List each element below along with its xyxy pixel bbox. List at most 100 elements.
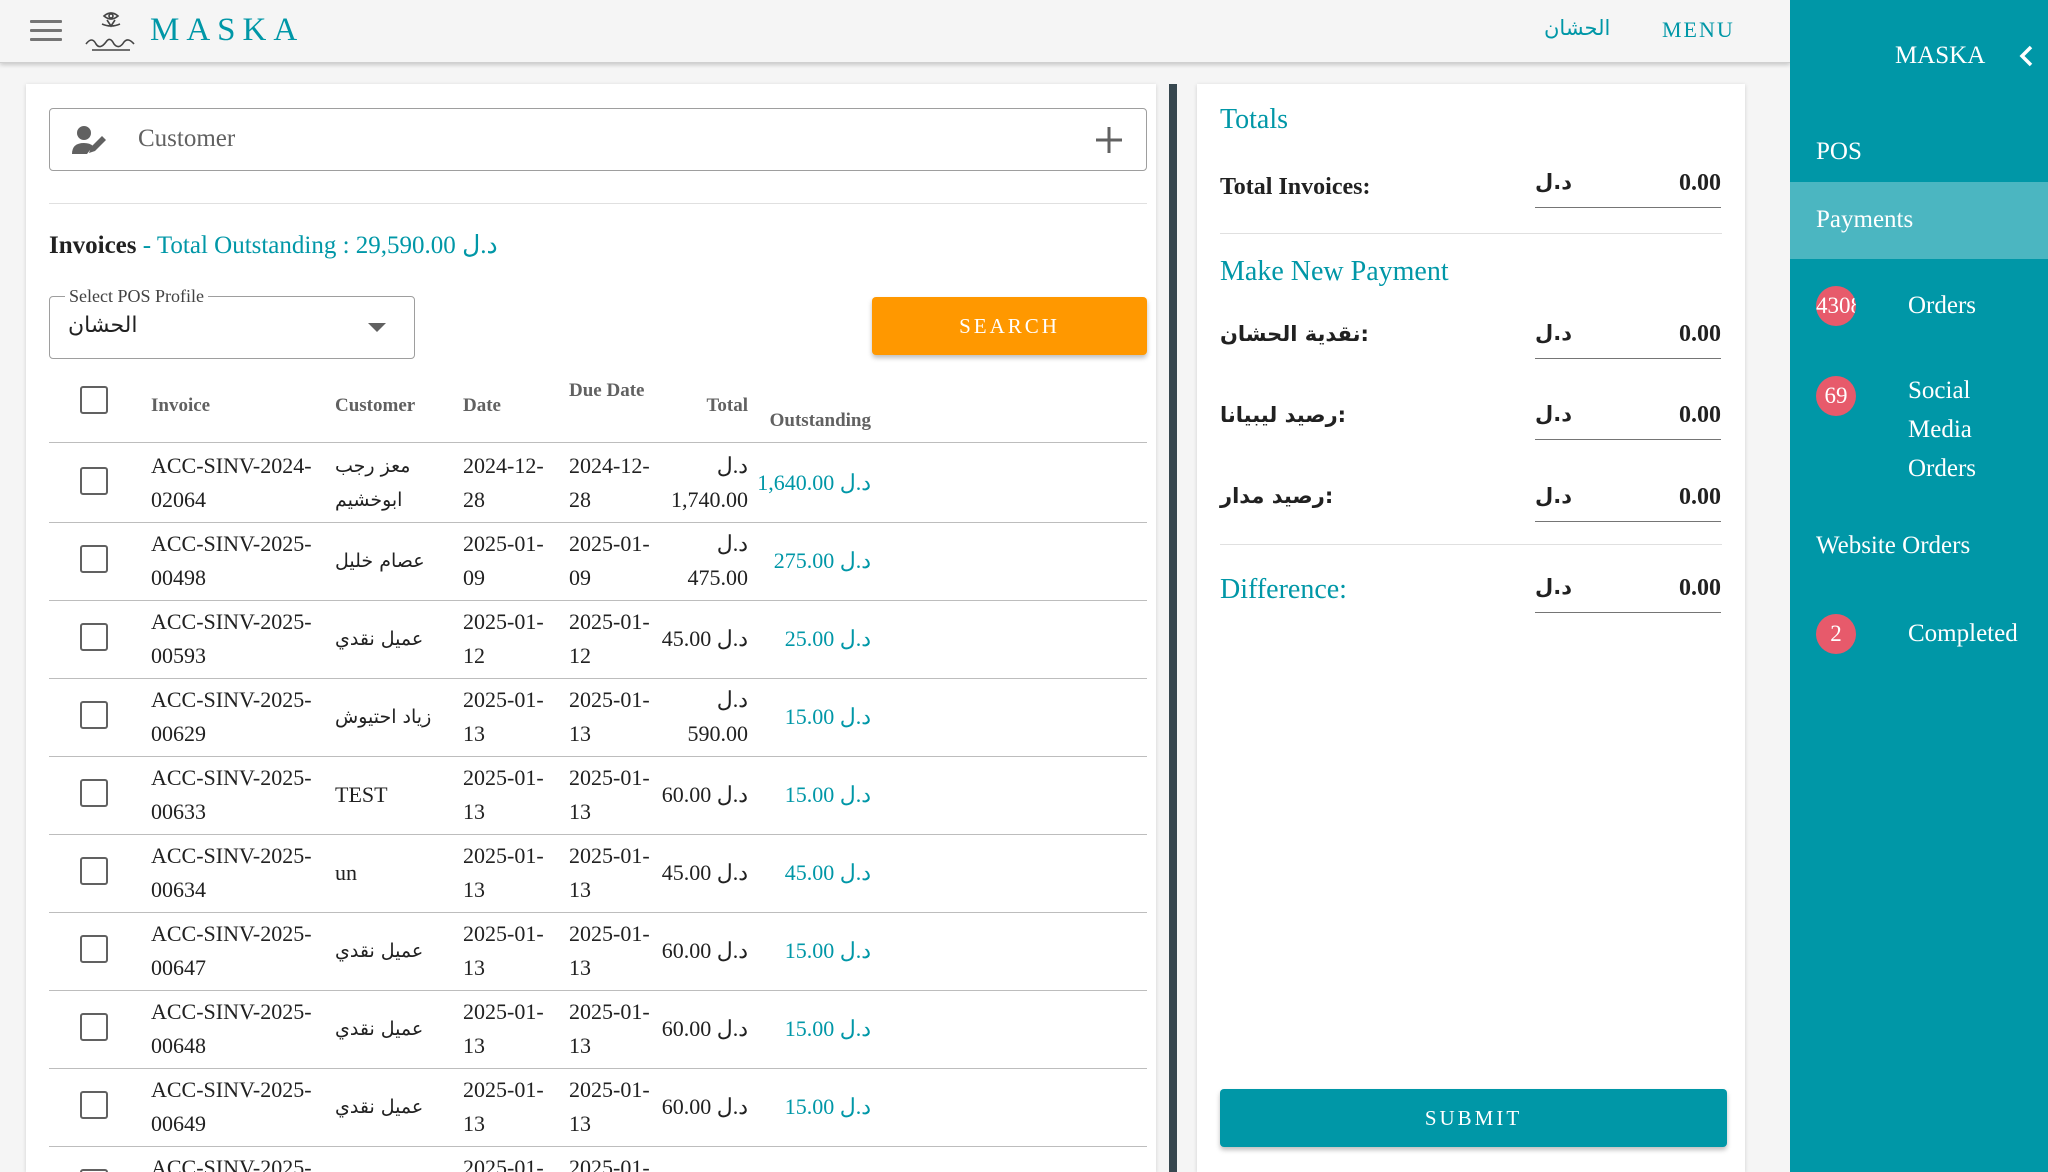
due-date: 13 <box>569 799 591 824</box>
pos-profile-select[interactable]: Select POS Profile الحشان <box>49 286 415 359</box>
nav-item-orders[interactable]: 4308 Orders <box>1790 268 2048 344</box>
row-checkbox[interactable] <box>80 623 108 651</box>
panel-divider[interactable] <box>1169 84 1177 1172</box>
due-date: 13 <box>569 877 591 902</box>
due-date: 2025-01- <box>569 921 650 946</box>
header-total[interactable]: Total <box>706 395 748 416</box>
invoice-date: 28 <box>463 487 485 512</box>
difference-label: Difference: <box>1220 574 1347 605</box>
libyana-balance-input[interactable]: د.ل 0.00 <box>1535 396 1721 440</box>
outstanding-amount: 15.00 د.ل <box>784 704 871 729</box>
nav-item-payments[interactable]: Payments <box>1790 182 2048 259</box>
header-outstanding[interactable]: Outstanding <box>769 410 871 431</box>
submit-button[interactable]: SUBMIT <box>1220 1089 1727 1147</box>
orders-count-badge: 4308 <box>1816 286 1856 326</box>
customer-name: عصام خليل <box>335 550 425 572</box>
outstanding-amount: 1,640.00 د.ل <box>757 470 871 495</box>
table-row[interactable]: ACC-SINV-2025- 00649 عميل نقدي 2025-01- 13 20… <box>49 1069 1147 1147</box>
invoice-id: ACC-SINV-2025- <box>151 921 312 946</box>
invoice-id: ACC-SINV-2025- <box>151 609 312 634</box>
completed-count-badge: 2 <box>1816 614 1856 654</box>
customer-name: TEST <box>335 782 388 807</box>
outstanding-amount: 15.00 د.ل <box>784 782 871 807</box>
invoice-total: 590.00 <box>687 721 749 746</box>
make-payment-heading: Make New Payment <box>1220 256 1449 287</box>
due-date: 2025-01- <box>569 687 650 712</box>
due-date: 2025-01- <box>569 609 650 634</box>
outstanding-amount: 15.00 د.ل <box>784 1094 871 1119</box>
brand-name: MASKA <box>150 12 305 48</box>
header-date[interactable]: Date <box>463 395 501 416</box>
invoice-total: 60.00 د.ل <box>661 1016 748 1041</box>
row-checkbox[interactable] <box>80 701 108 729</box>
invoices-heading: Invoices - Total Outstanding : 29,590.00… <box>49 230 498 260</box>
table-row[interactable]: ACC-SINV-2025- 00647 عميل نقدي 2025-01- 13 20… <box>49 913 1147 991</box>
nav-item-completed[interactable]: 2 Completed <box>1790 610 2048 660</box>
table-row[interactable]: ACC-SINV-2025- 00629 زياد احتيوش 2025-01- 13… <box>49 679 1147 757</box>
header-invoice[interactable]: Invoice <box>151 395 211 416</box>
nav-label: Orders <box>1908 292 1977 319</box>
invoices-panel: Customer Invoices - Total Outstanding : … <box>26 84 1156 1172</box>
pos-profile-value: الحشان <box>68 313 138 338</box>
row-checkbox[interactable] <box>80 1169 108 1172</box>
table-row[interactable]: ACC-SINV-2025- 00593 عميل نقدي 2025-01- 12 20… <box>49 601 1147 679</box>
customer-name: عميل نقدي <box>335 1096 424 1118</box>
table-row[interactable]: ACC-SINV-2024- 02064 معز رجب ابوخشيم 2024-12… <box>49 445 1147 523</box>
user-edit-icon <box>72 126 106 154</box>
divider <box>49 203 1147 204</box>
currency: د.ل <box>1535 170 1572 194</box>
outstanding-amount: 275.00 د.ل <box>773 548 871 573</box>
table-row[interactable]: ACC-SINV-2025- 2025-01- 2025-01- <box>49 1147 1147 1172</box>
invoice-id: ACC-SINV-2025- <box>151 765 312 790</box>
total-outstanding: - Total Outstanding : 29,590.00 د.ل <box>142 232 498 259</box>
divider <box>1220 544 1722 545</box>
customer-name: زياد احتيوش <box>335 706 432 728</box>
nav-item-pos[interactable]: POS <box>1790 122 2048 182</box>
customer-name: un <box>335 860 357 885</box>
chevron-left-icon[interactable] <box>2016 44 2038 68</box>
madar-balance-input[interactable]: د.ل 0.00 <box>1535 478 1721 522</box>
branch-link[interactable]: الحشان <box>1544 16 1611 40</box>
customer-search-input[interactable]: Customer <box>49 108 1147 171</box>
header-due-date[interactable]: Due Date <box>569 380 645 401</box>
invoice-date: 2025-01- <box>463 531 544 556</box>
due-date: 2025-01- <box>569 999 650 1024</box>
invoice-date: 2025-01- <box>463 1077 544 1102</box>
nav-item-social-media-orders[interactable]: 69 Social Media Orders <box>1790 368 2048 498</box>
customer-name: عميل نقدي <box>335 940 424 962</box>
row-checkbox[interactable] <box>80 779 108 807</box>
chevron-down-icon[interactable] <box>368 323 386 332</box>
row-checkbox[interactable] <box>80 545 108 573</box>
cash-method-input[interactable]: د.ل 0.00 <box>1535 315 1721 359</box>
nav-item-website-orders[interactable]: Website Orders <box>1790 526 2048 570</box>
nav-label: POS <box>1816 138 1862 165</box>
search-button[interactable]: SEARCH <box>872 297 1147 355</box>
nav-label-line: Media <box>1908 416 1972 443</box>
invoice-total: 1,740.00 <box>671 487 748 512</box>
customer-name: معز رجب <box>335 455 411 477</box>
currency: د.ل <box>1535 575 1572 599</box>
row-checkbox[interactable] <box>80 1013 108 1041</box>
currency: د.ل <box>1535 321 1572 345</box>
invoice-id: 00649 <box>151 1111 206 1136</box>
header-customer[interactable]: Customer <box>335 395 416 416</box>
row-checkbox[interactable] <box>80 467 108 495</box>
select-all-checkbox[interactable] <box>80 386 108 414</box>
row-checkbox[interactable] <box>80 935 108 963</box>
add-customer-icon[interactable] <box>1096 127 1122 153</box>
table-row[interactable]: ACC-SINV-2025- 00633 TEST 2025-01- 13 2025-01… <box>49 757 1147 835</box>
invoice-id: ACC-SINV-2024- <box>151 453 312 478</box>
table-row[interactable]: ACC-SINV-2025- 00498 عصام خليل 2025-01- 09 20… <box>49 523 1147 601</box>
table-row[interactable]: ACC-SINV-2025- 00634 un 2025-01- 13 2025-01- 1… <box>49 835 1147 913</box>
row-checkbox[interactable] <box>80 1091 108 1119</box>
due-date: 2025-01- <box>569 1077 650 1102</box>
menu-button[interactable]: MENU <box>1662 17 1735 42</box>
hamburger-menu-icon[interactable] <box>30 20 62 44</box>
due-date: 13 <box>569 1111 591 1136</box>
invoice-date: 2025-01- <box>463 765 544 790</box>
total-invoices-label: Total Invoices: <box>1220 174 1371 200</box>
invoice-date: 13 <box>463 877 485 902</box>
table-row[interactable]: ACC-SINV-2025- 00648 عميل نقدي 2025-01- 13 20… <box>49 991 1147 1069</box>
customer-name: عميل نقدي <box>335 1018 424 1040</box>
row-checkbox[interactable] <box>80 857 108 885</box>
